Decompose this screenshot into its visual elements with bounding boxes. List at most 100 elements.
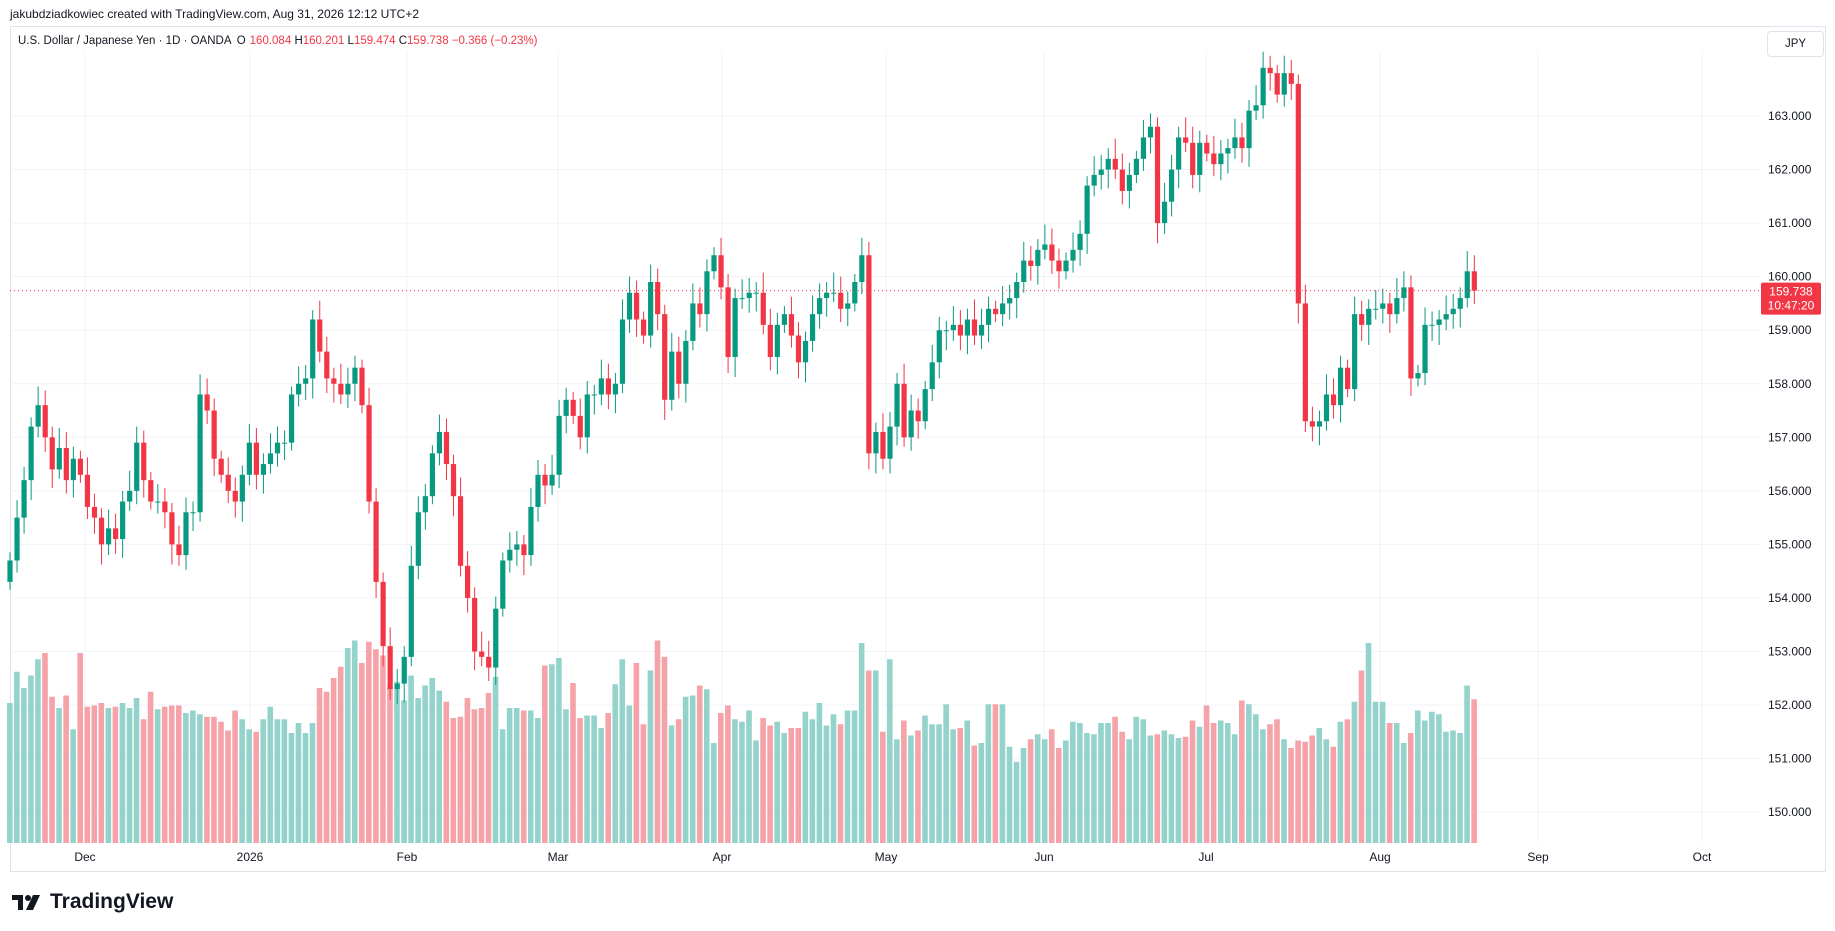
currency-button[interactable]: JPY (1767, 31, 1824, 57)
volume-bar (527, 710, 534, 843)
candle-body (985, 308, 992, 325)
volume-bar (105, 708, 112, 843)
volume-bar (98, 703, 105, 843)
candle-body (1457, 298, 1463, 309)
volume-bar (387, 686, 393, 843)
candle-body (1232, 137, 1238, 149)
candle-body (922, 389, 928, 422)
candle-body (493, 608, 499, 668)
volume-bar (1077, 723, 1083, 843)
candle-body (324, 351, 330, 379)
candle-body (831, 292, 837, 294)
volume-bar (915, 730, 921, 843)
countdown-timer: 10:47:20 (1768, 299, 1815, 313)
candle-body (845, 303, 851, 309)
volume-bar (753, 740, 759, 843)
volume-bar (520, 710, 527, 843)
volume-bar (1337, 721, 1344, 843)
candle-body (669, 351, 675, 400)
volume-bar (711, 743, 717, 843)
candle-body (760, 292, 766, 325)
candle-body (1366, 308, 1372, 325)
volume-bar (225, 730, 231, 843)
volume-bar (879, 731, 886, 843)
volume-bar (816, 703, 823, 843)
volume-bar (1302, 741, 1308, 843)
high-label: H (294, 35, 303, 47)
volume-bar (999, 704, 1006, 843)
candle-body (535, 474, 541, 507)
volume-bar (1055, 748, 1062, 843)
volume-bar (584, 715, 590, 843)
candle-body (1049, 244, 1055, 261)
x-tick-label: Oct (1693, 850, 1712, 864)
volume-bar (640, 724, 647, 843)
volume-bar (1091, 734, 1097, 843)
volume-bar (1443, 731, 1449, 843)
candle-body (162, 501, 168, 513)
candle-body (648, 282, 654, 336)
candle-body (739, 298, 745, 300)
volume-bar (795, 728, 802, 843)
volume-bar (380, 655, 386, 843)
candle-body (549, 474, 555, 486)
volume-bar (471, 709, 478, 843)
volume-bar (837, 724, 844, 843)
candle-body (183, 512, 189, 556)
candle-body (641, 319, 647, 336)
candle-body (1302, 303, 1308, 422)
volume-bar (499, 729, 506, 843)
candle-body (612, 383, 619, 395)
volume-bar (422, 685, 428, 843)
y-tick-label: 150.000 (1768, 805, 1812, 819)
volume-bar (42, 653, 48, 843)
volume-bar (1330, 746, 1337, 843)
volume-bar (1175, 738, 1182, 843)
volume-bar (696, 685, 703, 843)
y-tick-label: 155.000 (1768, 537, 1812, 551)
candle-body (303, 378, 309, 384)
volume-bar (49, 696, 55, 843)
volume-bar (316, 688, 323, 843)
volume-bar (126, 708, 133, 843)
candle-body (563, 399, 569, 416)
volume-bar (1161, 730, 1168, 843)
volume-bar (485, 693, 492, 843)
candle-body (1035, 249, 1041, 266)
volume-bar (274, 719, 281, 843)
candle-body (1337, 367, 1344, 406)
candle-body (767, 324, 773, 357)
candle-body (359, 367, 365, 406)
candle-body (978, 324, 985, 336)
volume-bar (1020, 748, 1027, 843)
candle-body (1408, 287, 1414, 379)
high-value: 160.201 (302, 35, 345, 47)
candle-body (683, 340, 689, 384)
y-tick-label: 159.000 (1768, 323, 1812, 337)
volume-bar (1450, 730, 1456, 843)
candle-body (56, 448, 62, 470)
brand-logo: TradingView (12, 890, 173, 914)
candle-body (1260, 67, 1266, 106)
candle-body (380, 581, 386, 647)
volume-bar (239, 719, 245, 843)
symbol-title[interactable]: U.S. Dollar / Japanese Yen · 1D · OANDA (18, 35, 232, 47)
volume-bar (774, 721, 780, 843)
candle-body (591, 394, 597, 396)
candle-body (577, 415, 583, 438)
volume-bar (1471, 699, 1477, 843)
candle-body (267, 453, 274, 465)
volume-bar (929, 724, 935, 843)
candle-body (260, 464, 267, 475)
candle-body (457, 496, 464, 566)
volume-bar (978, 743, 985, 843)
volume-bar (901, 720, 907, 843)
volume-bar (351, 640, 358, 843)
candle-body (1190, 142, 1196, 175)
volume-bar (1400, 743, 1407, 843)
volume-bar (894, 739, 900, 843)
candle-body (1070, 249, 1076, 261)
low-value: 159.474 (353, 35, 396, 47)
volume-bar (288, 733, 295, 843)
